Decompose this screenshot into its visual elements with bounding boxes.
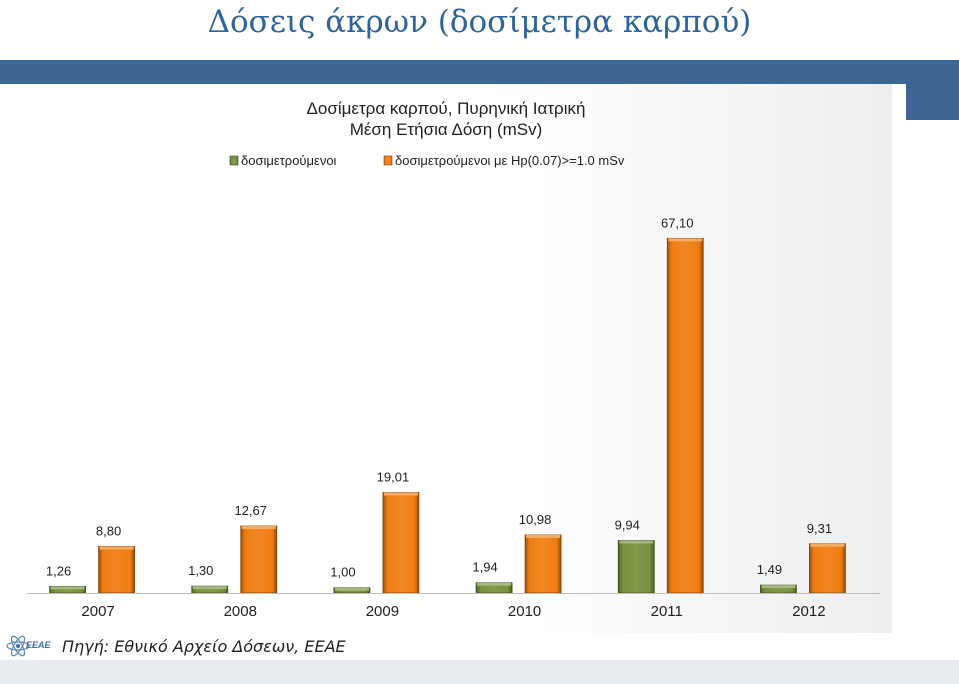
bar-high-2011 xyxy=(666,237,704,594)
bar-chart: Δοσίμετρα καρπού, Πυρηνική Ιατρική Μέση … xyxy=(27,99,880,620)
bar-high-2010 xyxy=(524,534,562,594)
logo-text: ΕΕΑΕ xyxy=(26,640,51,650)
bar-cap xyxy=(526,534,561,538)
bar-cap xyxy=(668,238,703,242)
data-label: 10,98 xyxy=(519,512,552,527)
legend-label: δοσιμετρούμενοι xyxy=(241,153,337,168)
bar-cap xyxy=(50,586,85,590)
x-tick-label: 2007 xyxy=(81,603,114,620)
data-label: 8,80 xyxy=(96,523,121,538)
data-label: 1,30 xyxy=(188,563,213,578)
atom-icon xyxy=(6,635,30,657)
chart-title: Δοσίμετρα καρπού, Πυρηνική Ιατρική xyxy=(307,99,586,118)
data-label: 9,31 xyxy=(807,521,832,536)
header-band xyxy=(0,60,959,84)
data-label: 9,94 xyxy=(615,517,640,532)
data-label: 1,00 xyxy=(330,565,355,580)
bar-cap xyxy=(192,586,227,590)
legend-swatch xyxy=(383,155,393,166)
bar-cap xyxy=(619,540,654,544)
bar-high-2012 xyxy=(809,543,846,594)
bar-cap xyxy=(810,543,845,547)
x-axis: 2007 2008 2009 2010 2011 2012 xyxy=(27,593,880,620)
data-label: 19,01 xyxy=(377,470,410,485)
data-labels: 1,26 8,80 1,30 12,67 1,00 19,01 1,94 10,98 9,94 6… xyxy=(46,215,832,579)
chart-subtitle: Μέση Ετήσια Δόση (mSv) xyxy=(350,120,543,139)
data-label: 1,94 xyxy=(472,560,497,575)
bars xyxy=(49,237,846,594)
data-label: 1,26 xyxy=(46,563,71,578)
bar-cap xyxy=(761,585,796,589)
footer-band xyxy=(0,660,959,684)
data-label: 67,10 xyxy=(661,215,694,230)
bar-cap xyxy=(383,492,418,496)
bar-cap xyxy=(99,546,134,550)
bar-high-2009 xyxy=(382,492,420,594)
bar-high-2008 xyxy=(240,525,278,594)
side-band xyxy=(906,84,959,120)
bar-cap xyxy=(241,526,276,530)
x-tick-label: 2008 xyxy=(224,603,257,620)
data-label: 1,49 xyxy=(757,562,782,577)
slide-title: Δόσεις άκρων (δοσίμετρα καρπού) xyxy=(207,4,752,40)
bar-cap xyxy=(334,587,369,591)
source-text: Πηγή: Εθνικό Αρχείο Δόσεων, ΕΕΑΕ xyxy=(62,637,346,656)
legend: δοσιμετρούμενοι δοσιμετρούμενοι με Hp(0.0… xyxy=(229,153,625,168)
legend-swatch xyxy=(229,155,239,166)
x-tick-label: 2011 xyxy=(651,603,683,620)
x-tick-label: 2010 xyxy=(508,603,541,620)
chart-area: Δοσίμετρα καρπού, Πυρηνική Ιατρική Μέση … xyxy=(0,84,892,633)
x-tick-label: 2009 xyxy=(366,603,399,620)
bar-all-2011 xyxy=(617,540,655,594)
bar-cap xyxy=(477,582,512,586)
legend-label: δοσιμετρούμενοι με Hp(0.07)>=1.0 mSv xyxy=(395,153,625,168)
x-tick-label: 2012 xyxy=(792,603,825,620)
source-footer: ΕΕΑΕ Πηγή: Εθνικό Αρχείο Δόσεων, ΕΕΑΕ xyxy=(6,633,346,660)
data-label: 12,67 xyxy=(234,503,267,518)
bar-high-2007 xyxy=(98,546,135,594)
eeae-logo: ΕΕΑΕ xyxy=(6,633,54,660)
